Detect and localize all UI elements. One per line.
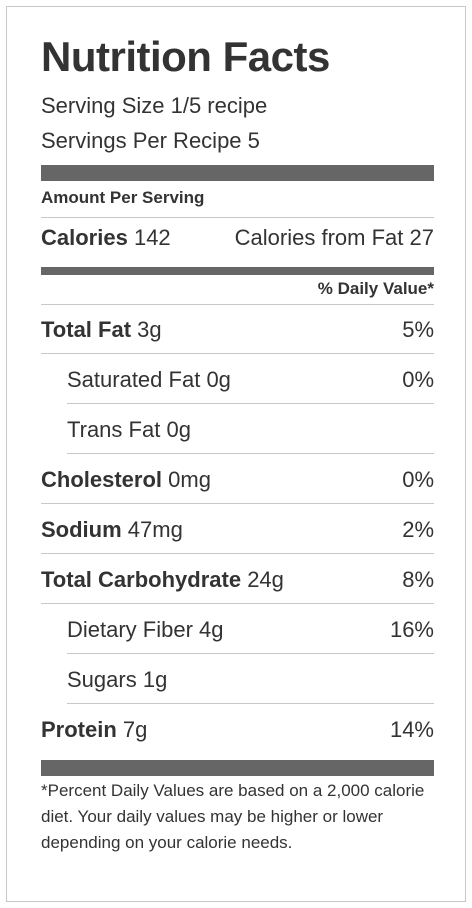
nutrient-amount: 1g xyxy=(142,667,168,692)
nutrient-name-amount: Dietary Fiber 4g xyxy=(67,617,224,643)
row-divider xyxy=(41,603,434,604)
nutrient-amount: 0mg xyxy=(168,467,211,492)
nutrient-row: Cholesterol 0mg 0% xyxy=(41,455,434,504)
nutrient-name: Dietary Fiber xyxy=(67,617,193,642)
calories-row: Calories 142 Calories from Fat 27 xyxy=(41,225,434,251)
nutrient-amount: 7g xyxy=(122,717,148,742)
label-title: Nutrition Facts xyxy=(41,33,330,80)
thick-divider-top xyxy=(41,165,434,181)
row-divider xyxy=(41,553,434,554)
nutrient-daily-value: 8% xyxy=(402,567,434,592)
nutrient-row: Saturated Fat 0g 0% xyxy=(41,355,434,404)
calories-value: 142 xyxy=(133,225,171,250)
amount-per-serving-heading: Amount Per Serving xyxy=(41,188,205,207)
nutrient-daily-value: 5% xyxy=(402,317,434,342)
nutrient-name: Trans Fat xyxy=(67,417,161,442)
nutrient-amount: 3g xyxy=(137,317,162,342)
nutrient-row: Trans Fat 0g xyxy=(41,405,434,454)
nutrient-name-amount: Total Fat 3g xyxy=(41,317,162,343)
nutrient-name-amount: Total Carbohydrate 24g xyxy=(41,567,284,593)
calories-from-fat-label: Calories from Fat xyxy=(234,225,404,250)
nutrient-name-amount: Protein 7g xyxy=(41,717,147,743)
serving-size: Serving Size 1/5 recipe xyxy=(41,93,268,118)
row-divider xyxy=(67,653,434,654)
divider xyxy=(41,304,434,305)
nutrient-amount: 24g xyxy=(247,567,284,592)
calories-from-fat-value: 27 xyxy=(409,225,434,250)
row-divider xyxy=(41,353,434,354)
nutrient-name: Saturated Fat xyxy=(67,367,201,392)
medium-divider xyxy=(41,267,434,275)
nutrient-row: Total Fat 3g 5% xyxy=(41,305,434,354)
nutrient-name: Cholesterol xyxy=(41,467,163,492)
divider xyxy=(41,217,434,218)
nutrient-amount: 0g xyxy=(206,367,231,392)
thick-divider-bottom xyxy=(41,760,434,776)
nutrient-row: Protein 7g 14% xyxy=(41,705,434,754)
row-divider xyxy=(67,403,434,404)
servings-per-recipe: Servings Per Recipe 5 xyxy=(41,128,260,153)
footnote: *Percent Daily Values are based on a 2,0… xyxy=(41,781,425,852)
nutrient-name: Total Fat xyxy=(41,317,132,342)
nutrient-daily-value: 14% xyxy=(389,717,434,742)
nutrient-row: Sugars 1g xyxy=(41,655,434,704)
nutrition-facts-label: Nutrition Facts Serving Size 1/5 recipe … xyxy=(6,6,466,902)
nutrient-name: Sugars xyxy=(67,667,137,692)
row-divider xyxy=(41,503,434,504)
daily-value-header: % Daily Value* xyxy=(317,279,434,298)
nutrient-daily-value: 2% xyxy=(402,517,434,542)
nutrient-name-amount: Sodium 47mg xyxy=(41,517,183,543)
nutrient-daily-value: 0% xyxy=(402,467,434,492)
nutrient-name: Total Carbohydrate xyxy=(41,567,242,592)
nutrient-row: Sodium 47mg 2% xyxy=(41,505,434,554)
row-divider xyxy=(67,453,434,454)
nutrient-amount: 4g xyxy=(199,617,224,642)
nutrient-row: Total Carbohydrate 24g 8% xyxy=(41,555,434,604)
nutrient-daily-value: 0% xyxy=(402,367,434,392)
nutrient-name-amount: Trans Fat 0g xyxy=(67,417,191,443)
nutrient-amount: 0g xyxy=(166,417,191,442)
nutrient-name-amount: Sugars 1g xyxy=(67,667,167,693)
calories-label: Calories xyxy=(41,225,128,250)
calories-from-fat: Calories from Fat 27 xyxy=(235,225,434,251)
nutrient-name-amount: Cholesterol 0mg xyxy=(41,467,211,493)
nutrient-name: Sodium xyxy=(41,517,122,542)
nutrient-name: Protein xyxy=(41,717,117,742)
nutrient-name-amount: Saturated Fat 0g xyxy=(67,367,231,393)
row-divider xyxy=(67,703,434,704)
nutrient-amount: 47mg xyxy=(127,517,183,542)
nutrient-row: Dietary Fiber 4g 16% xyxy=(41,605,434,654)
nutrient-daily-value: 16% xyxy=(389,617,434,642)
